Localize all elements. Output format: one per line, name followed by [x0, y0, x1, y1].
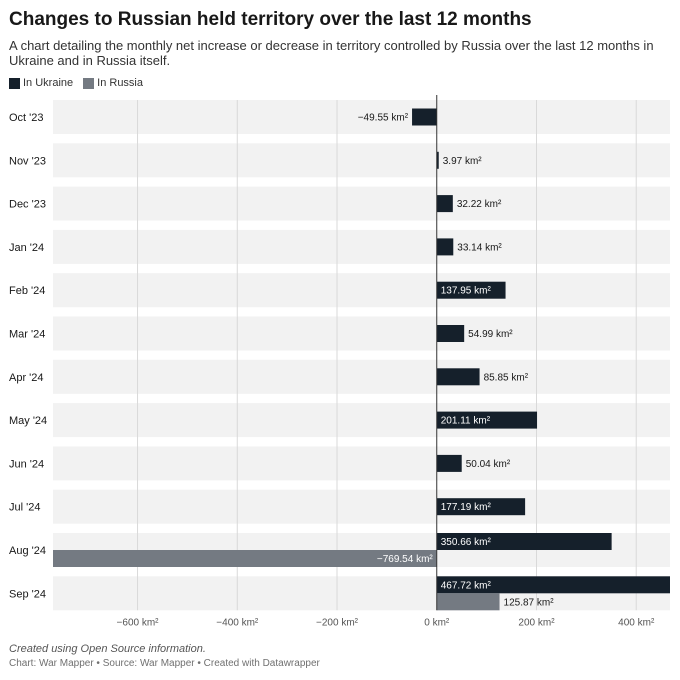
category-label: Jan '24	[9, 242, 44, 254]
x-tick-label: −200 km²	[316, 617, 359, 628]
value-label-in-russia: −769.54 km²	[377, 554, 434, 565]
chart-title: Changes to Russian held territory over t…	[9, 9, 532, 30]
x-tick-label: 400 km²	[618, 617, 655, 628]
bar-in-ukraine	[436, 454, 462, 472]
footer-source: Source: War Mapper	[102, 658, 195, 669]
value-label-in-ukraine: 54.99 km²	[468, 329, 513, 340]
legend-swatch-russia	[83, 77, 95, 89]
value-label-in-ukraine: 3.97 km²	[443, 156, 483, 167]
chart-notes: Created using Open Source information.	[9, 643, 206, 655]
bar-in-ukraine	[436, 498, 526, 516]
x-tick-label: −400 km²	[216, 617, 259, 628]
chart-footer: Chart: War Mapper • Source: War Mapper •…	[9, 658, 320, 669]
value-label-in-russia: 125.87 km²	[504, 597, 555, 608]
category-label: Apr '24	[9, 372, 44, 384]
legend-swatch-ukraine	[9, 77, 20, 89]
row-background	[53, 446, 670, 481]
category-label: Mar '24	[9, 329, 45, 341]
bar-in-ukraine	[436, 368, 480, 386]
row-background	[53, 143, 670, 178]
chart-subtitle: A chart detailing the monthly net increa…	[9, 38, 654, 68]
row-background	[53, 403, 670, 438]
category-label: Oct '23	[9, 112, 44, 124]
category-label: Jul '24	[9, 502, 40, 514]
bar-in-ukraine	[412, 108, 437, 126]
footer-tool: Created with Datawrapper	[203, 658, 320, 669]
category-label: Dec '23	[9, 199, 46, 211]
bar-in-ukraine	[436, 281, 506, 299]
category-label: Jun '24	[9, 458, 44, 470]
row-background	[53, 186, 670, 221]
row-background	[53, 316, 670, 351]
bar-in-russia	[436, 593, 500, 611]
category-label: Aug '24	[9, 545, 46, 557]
value-label-in-ukraine: 467.72 km²	[441, 580, 492, 591]
row-background	[53, 489, 670, 524]
bar-chart: Oct '23 Nov '23 Dec '23 Jan '24 Feb '24 Mar '…	[9, 95, 670, 628]
legend: In Ukraine In Russia	[9, 76, 153, 90]
row-background	[53, 100, 670, 134]
footer-separator: •	[194, 658, 204, 669]
bar-in-ukraine	[436, 195, 453, 213]
bar-in-russia	[53, 550, 437, 567]
row-background	[53, 359, 670, 394]
value-label-in-ukraine: 177.19 km²	[441, 502, 492, 513]
value-label-in-ukraine: −49.55 km²	[358, 113, 409, 124]
value-label-in-ukraine: 33.14 km²	[457, 242, 502, 253]
value-label-in-ukraine: 32.22 km²	[457, 199, 502, 210]
footer-separator: •	[93, 658, 103, 669]
value-label-in-ukraine: 201.11 km²	[441, 416, 491, 427]
value-label-in-ukraine: 50.04 km²	[466, 459, 511, 470]
category-label: Sep '24	[9, 588, 46, 600]
bar-in-ukraine	[436, 238, 454, 256]
bar-in-ukraine	[436, 576, 670, 594]
value-label-in-ukraine: 137.95 km²	[441, 286, 492, 297]
legend-item-ukraine: In Ukraine	[9, 77, 73, 89]
category-label: May '24	[9, 415, 47, 427]
bar-in-ukraine	[436, 151, 439, 169]
row-background	[53, 273, 670, 308]
category-label: Feb '24	[9, 285, 45, 297]
x-tick-label: 200 km²	[518, 617, 555, 628]
category-label: Nov '23	[9, 155, 46, 167]
bar-in-ukraine	[436, 533, 612, 550]
x-tick-label: −600 km²	[117, 617, 160, 628]
x-tick-label: 0 km²	[424, 617, 450, 628]
bar-in-ukraine	[436, 411, 538, 429]
legend-label-russia: In Russia	[97, 77, 143, 89]
legend-label-ukraine: In Ukraine	[23, 77, 74, 89]
footer-chart-credit: Chart: War Mapper	[9, 658, 94, 669]
row-background	[53, 229, 670, 264]
value-label-in-ukraine: 85.85 km²	[484, 372, 529, 383]
legend-item-russia: In Russia	[83, 77, 143, 89]
value-label-in-ukraine: 350.66 km²	[441, 537, 492, 548]
bar-in-ukraine	[436, 325, 465, 342]
